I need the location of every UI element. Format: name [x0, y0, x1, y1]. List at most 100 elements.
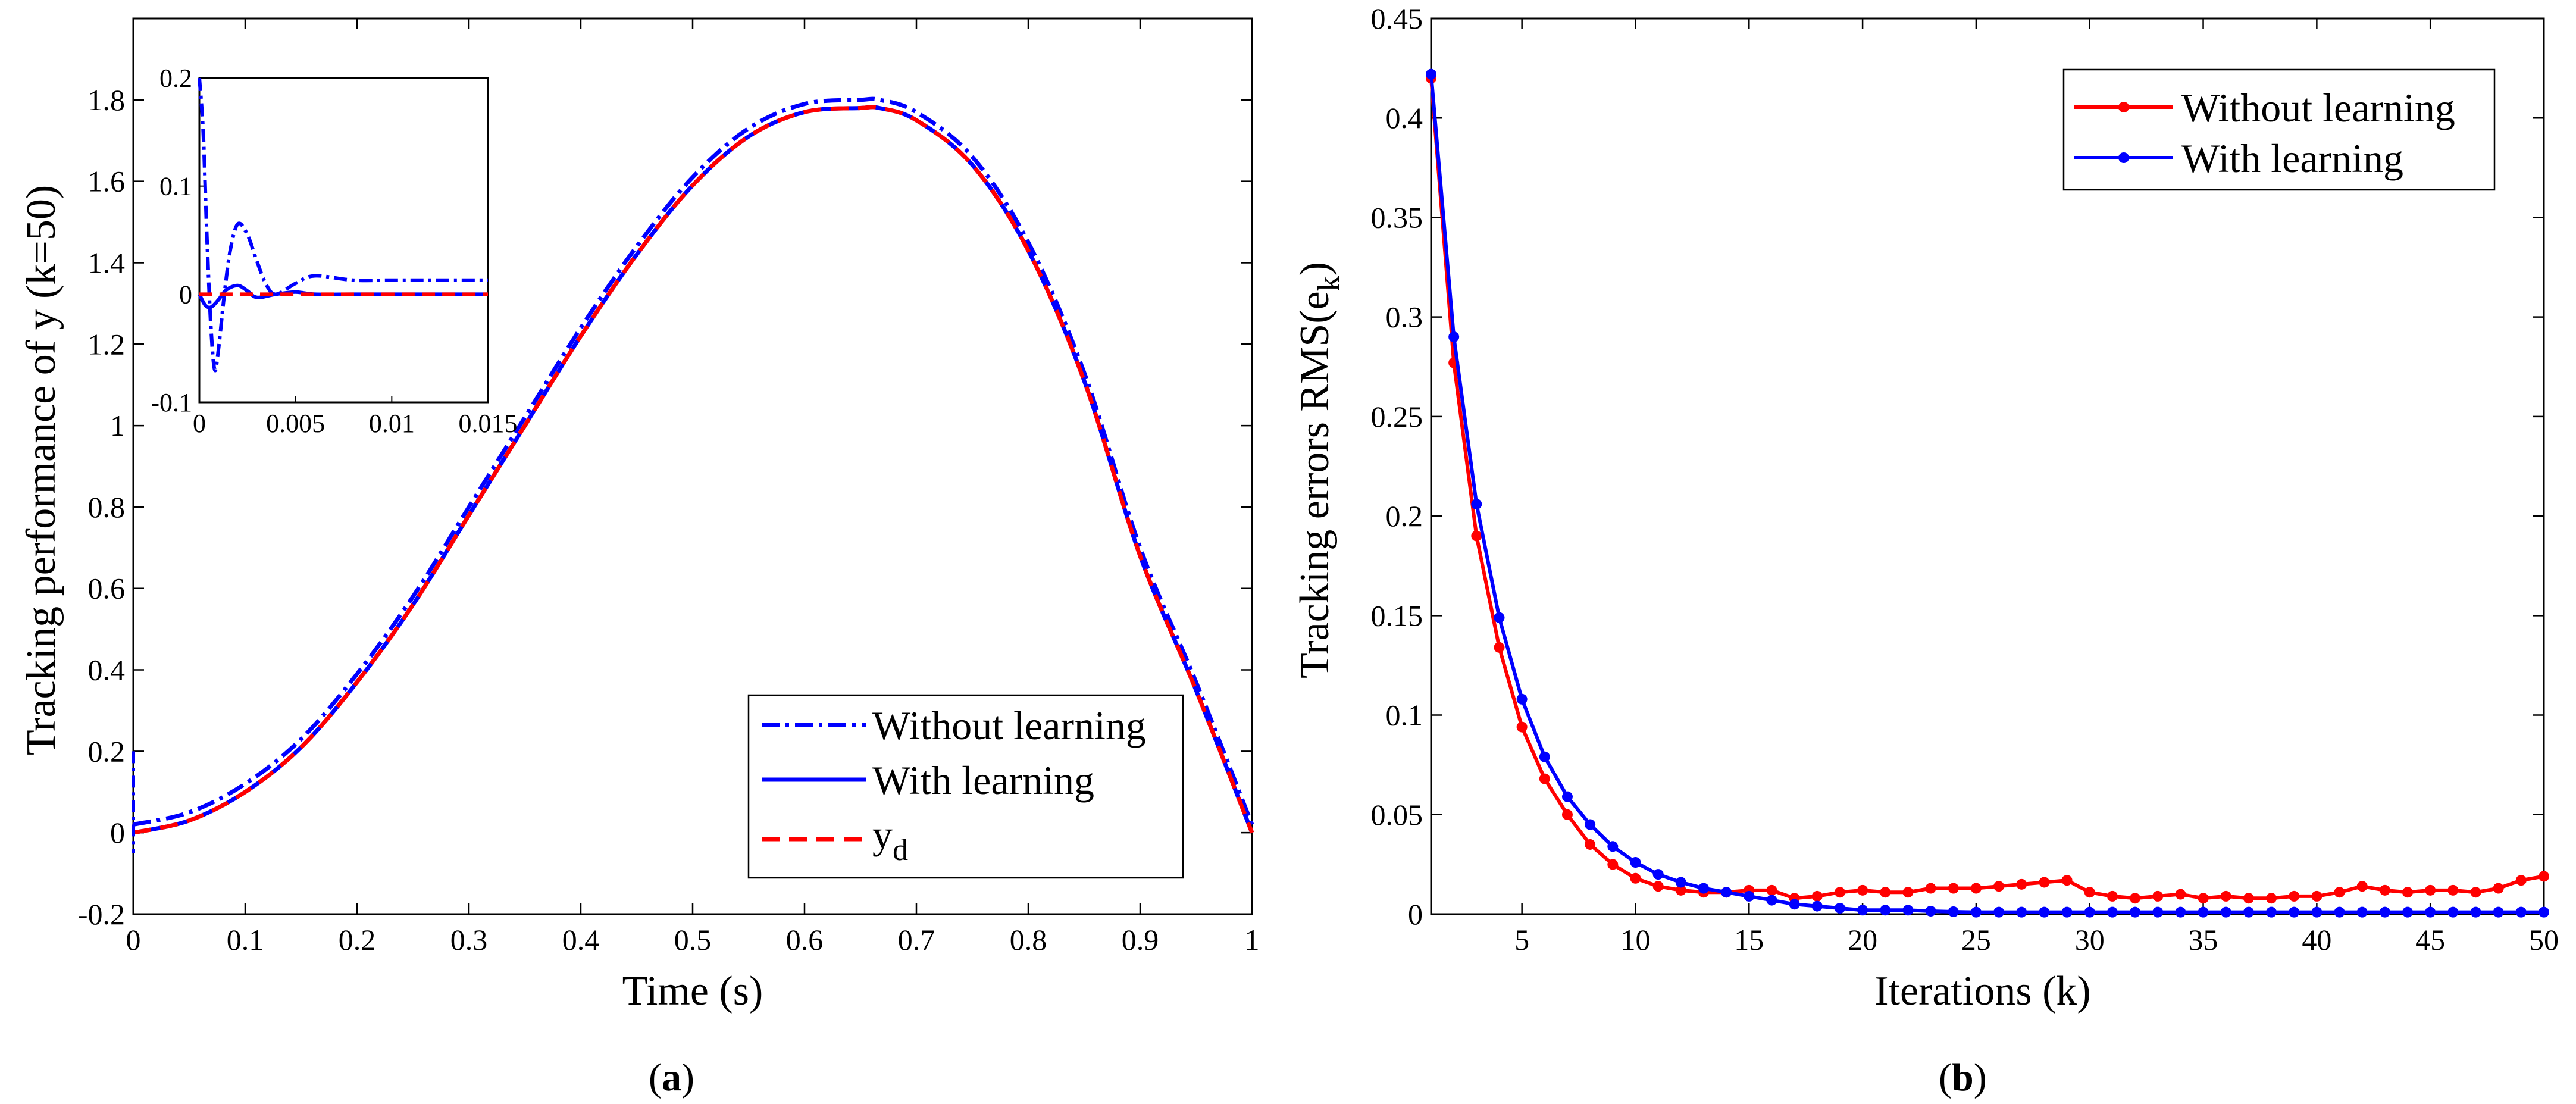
data-point-with-learning — [2084, 906, 2095, 918]
chart-a-y-tick-label: 1 — [110, 409, 125, 442]
data-point-without-learning — [1539, 773, 1550, 784]
data-point-without-learning — [2334, 887, 2345, 898]
chart-a-x-tick-label: 0.7 — [898, 923, 935, 956]
data-point-with-learning — [2016, 906, 2027, 918]
chart-a-x-tick-label: 0.8 — [1010, 923, 1047, 956]
chart-b-y-tick-label: 0.35 — [1371, 201, 1423, 234]
panel-a-open-paren: ( — [649, 1056, 662, 1099]
chart-a-y-tick-label: -0.2 — [78, 897, 125, 931]
data-point-with-learning — [2402, 906, 2414, 918]
data-point-with-learning — [1834, 902, 1845, 914]
chart-a-y-tick-label: 1.2 — [88, 327, 126, 361]
chart-b-x-label: Iterations (k) — [1874, 968, 2090, 1014]
chart-b-x-tick-label: 5 — [1514, 923, 1529, 956]
panel-b-caption: (b) — [1939, 1056, 1987, 1099]
chart-b-x-tick-label: 40 — [2302, 923, 2331, 956]
data-point-without-learning — [1675, 884, 1686, 896]
chart-a-x-tick-label: 1 — [1245, 923, 1260, 956]
data-point-without-learning — [1970, 883, 1982, 894]
chart-b-x-tick-label: 15 — [1734, 923, 1764, 956]
panel-a-letter: a — [662, 1056, 681, 1099]
data-point-without-learning — [2470, 887, 2481, 898]
data-point-with-learning — [2198, 906, 2209, 918]
legend-label-yd: yd — [872, 812, 908, 867]
data-point-without-learning — [2107, 890, 2118, 902]
data-point-with-learning — [2334, 906, 2345, 918]
data-point-with-learning — [1630, 857, 1641, 868]
data-point-with-learning — [1721, 887, 1732, 898]
panel-a-caption: (a) — [649, 1056, 694, 1099]
data-point-with-learning — [2061, 906, 2073, 918]
data-point-with-learning — [1698, 883, 1709, 894]
chart-b-x-tick-label: 30 — [2075, 923, 2105, 956]
chart-b-y-tick-label: 0 — [1408, 897, 1423, 931]
data-point-without-learning — [2515, 875, 2527, 886]
data-point-with-learning — [1539, 751, 1550, 762]
chart-a-series — [132, 96, 1254, 853]
data-point-with-learning — [1516, 693, 1528, 705]
data-point-without-learning — [2379, 884, 2390, 896]
data-point-with-learning — [1607, 841, 1619, 852]
data-point-without-learning — [1766, 884, 1777, 896]
data-point-with-learning — [1811, 900, 1823, 912]
chart-a-ticks: 0 0.1 0.2 0.3 0.4 0.5 0.6 0.7 0.8 0.9 1-0.200.20.4… — [78, 18, 1260, 956]
chart-b-y-tick-label: 0.4 — [1386, 101, 1423, 135]
inset-ticks: 0 0.005 0.01 0.015-0.100.10.2 — [151, 64, 517, 438]
chart-b-series — [1426, 68, 2549, 918]
data-point-without-learning — [2039, 877, 2050, 888]
panel-b-close-paren: ) — [1974, 1056, 1987, 1099]
legend-label-with-learning: With learning — [872, 758, 1094, 803]
data-point-with-learning — [2039, 906, 2050, 918]
chart-a-x-tick-label: 0.3 — [450, 923, 488, 956]
chart-a-y-tick-label: 0 — [110, 816, 125, 849]
data-point-without-learning — [1585, 839, 1596, 850]
chart-a: 0 0.1 0.2 0.3 0.4 0.5 0.6 0.7 0.8 0.9 1-0.200.20.4… — [18, 17, 1260, 1099]
inset-y-tick-label: -0.1 — [151, 388, 192, 417]
data-point-without-learning — [2061, 875, 2073, 886]
chart-b-x-tick-label: 45 — [2415, 923, 2445, 956]
data-point-with-learning — [2447, 906, 2459, 918]
data-point-with-learning — [2152, 906, 2164, 918]
data-point-with-learning — [1857, 905, 1868, 916]
data-point-with-learning — [1426, 68, 1436, 80]
data-point-with-learning — [2356, 906, 2368, 918]
data-point-without-learning — [1561, 809, 1573, 820]
data-point-without-learning — [1607, 859, 1619, 870]
data-point-without-learning — [1471, 530, 1482, 542]
data-point-with-learning — [1561, 791, 1573, 802]
legend-label-without-learning: Without learning — [872, 703, 1146, 748]
inset-x-tick-label: 0.01 — [369, 409, 415, 438]
chart-b-y-label: Tracking errors RMS(ek) — [1292, 262, 1346, 678]
chart-a-x-tick-label: 0.9 — [1122, 923, 1159, 956]
chart-a-y-tick-label: 1.8 — [88, 83, 126, 117]
legend-label-without-learning: Without learning — [2181, 85, 2455, 130]
chart-b-x-tick-label: 10 — [1620, 923, 1650, 956]
inset-x-tick-label: 0.005 — [266, 409, 325, 438]
chart-a-y-label: Tracking performance of y (k=50) — [18, 185, 64, 755]
data-point-without-learning — [2539, 871, 2549, 882]
data-point-without-learning — [2493, 883, 2504, 894]
chart-a-x-label: Time (s) — [622, 968, 763, 1014]
data-point-without-learning — [2311, 890, 2323, 902]
inset-plot-area — [198, 77, 489, 404]
chart-a-x-tick-label: 0.1 — [227, 923, 264, 956]
data-point-without-learning — [1494, 642, 1505, 653]
chart-b-y-tick-label: 0.3 — [1386, 301, 1423, 334]
data-point-without-learning — [1857, 884, 1868, 896]
legend-label-with-learning: With learning — [2181, 136, 2403, 181]
data-point-without-learning — [2266, 893, 2277, 904]
chart-a-x-tick-label: 0.4 — [562, 923, 600, 956]
chart-a-x-tick-label: 0.2 — [339, 923, 376, 956]
data-point-with-learning — [2243, 906, 2254, 918]
series-line-y-d — [133, 105, 1254, 835]
data-point-without-learning — [1516, 721, 1528, 733]
chart-a-y-tick-label: 0.2 — [88, 734, 126, 768]
data-point-without-learning — [2175, 889, 2186, 900]
chart-a-legend: Without learning With learning yd — [747, 694, 1184, 879]
data-point-with-learning — [2493, 906, 2504, 918]
data-point-without-learning — [2425, 884, 2436, 896]
inset-x-tick-label: 0.015 — [459, 409, 518, 438]
data-point-with-learning — [2470, 906, 2481, 918]
data-point-without-learning — [2220, 890, 2231, 902]
